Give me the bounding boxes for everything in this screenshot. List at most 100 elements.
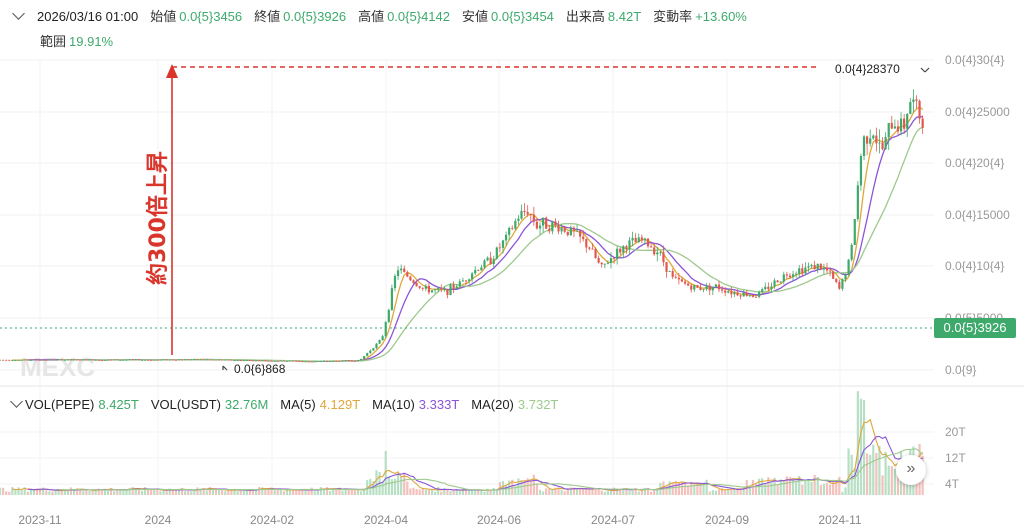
candle-body [440, 287, 443, 290]
volume-bar [76, 488, 79, 495]
volume-value: 8.42T [607, 9, 642, 24]
candle-body [828, 270, 832, 272]
candlesticks [0, 89, 924, 363]
volume-bar [853, 468, 856, 495]
candle-body [400, 268, 403, 271]
price-axis: 0.0{4}30{4} 0.0{4}25000 0.0{4}20{4} 0.0{4}1… [945, 53, 1010, 377]
time-tick-label: 2023-11 [18, 513, 61, 527]
candle-body [727, 291, 730, 293]
candle-body [918, 100, 921, 119]
volume-bar [245, 490, 248, 495]
candle-body [480, 267, 483, 271]
candle-body [214, 359, 218, 361]
volume-bar [131, 487, 134, 495]
candle-body [514, 220, 517, 229]
volume-bar [443, 487, 446, 495]
volume-bar [412, 487, 415, 495]
volume-bar [591, 489, 594, 495]
volume-bar [616, 490, 619, 495]
volume-bar [415, 488, 418, 495]
volume-bar [184, 491, 187, 495]
candle-body [0, 359, 2, 361]
volume-bar [26, 491, 29, 495]
volume-bar [557, 487, 560, 495]
candle-body [461, 280, 464, 282]
volume-bar [32, 490, 36, 495]
volume-indicator-legend: VOL(PEPE) 8.425T VOL(USDT) 32.76M MA(5) 4.129… [8, 395, 570, 412]
volume-bar [72, 489, 76, 495]
candle-body [668, 271, 671, 272]
volume-bar [137, 490, 140, 495]
volume-bar [69, 487, 73, 495]
volume-bar [455, 489, 458, 495]
candle-body [538, 225, 542, 229]
candle-body [921, 118, 924, 128]
volume-bar [418, 489, 421, 495]
candle-body [375, 343, 378, 349]
candle-body [782, 274, 785, 282]
candle-body [125, 359, 128, 361]
volume-bar [20, 489, 23, 495]
candle-body [643, 238, 647, 241]
volume-bar [795, 481, 798, 495]
candle-body [474, 269, 477, 274]
candle-body [171, 359, 174, 361]
candle-body [202, 359, 205, 361]
candle-body [637, 237, 640, 243]
volume-bar [190, 491, 193, 495]
volume-bar [177, 489, 181, 495]
candle-body [452, 284, 455, 289]
candle-body [14, 360, 17, 361]
candle-body [91, 359, 94, 361]
candle-body [242, 360, 245, 362]
candle-body [119, 359, 122, 361]
volume-bar [347, 489, 350, 495]
candle-body [717, 284, 721, 290]
candle-body [236, 360, 239, 361]
volume-bar [208, 487, 211, 495]
candle-body [233, 360, 236, 362]
volume-bar [359, 491, 363, 495]
volume-bar [585, 488, 588, 495]
candle-body [751, 295, 755, 297]
candle-body [156, 359, 159, 361]
candle-body [239, 360, 242, 361]
volume-bar [816, 476, 819, 495]
candle-body [26, 359, 29, 361]
volume-bar [162, 490, 165, 495]
volume-bar [872, 444, 875, 495]
ma20-line [58, 126, 923, 362]
candle-body [798, 268, 801, 274]
volume-bar [538, 489, 542, 495]
indicator-chevron-icon[interactable] [10, 395, 23, 408]
volume-bar [261, 487, 264, 495]
candle-body [884, 137, 887, 150]
volume-bar [896, 464, 900, 495]
low-label: 安値 [461, 9, 488, 24]
candle-body [557, 225, 560, 232]
candle-body [8, 359, 11, 361]
volume-bar [85, 490, 88, 495]
candle-body [779, 281, 782, 283]
volume-bar [665, 486, 668, 495]
candle-body [295, 360, 298, 362]
volume-bar [832, 480, 835, 495]
candle-body [180, 359, 184, 361]
volume-bar [714, 490, 718, 495]
scroll-to-latest-button[interactable]: » [896, 455, 926, 485]
candle-body [418, 286, 421, 288]
candle-body [665, 262, 668, 272]
volume-bar [859, 398, 863, 495]
volume-bar [835, 481, 838, 495]
candle-body [350, 360, 353, 362]
candle-body [890, 122, 893, 129]
candle-body [248, 360, 252, 362]
candle-body [733, 292, 736, 295]
candle-body [79, 359, 82, 361]
candle-body [591, 248, 594, 250]
volume-bar [97, 488, 100, 495]
candle-body [903, 118, 906, 129]
volume-bar [776, 484, 779, 495]
candle-body [42, 359, 45, 361]
